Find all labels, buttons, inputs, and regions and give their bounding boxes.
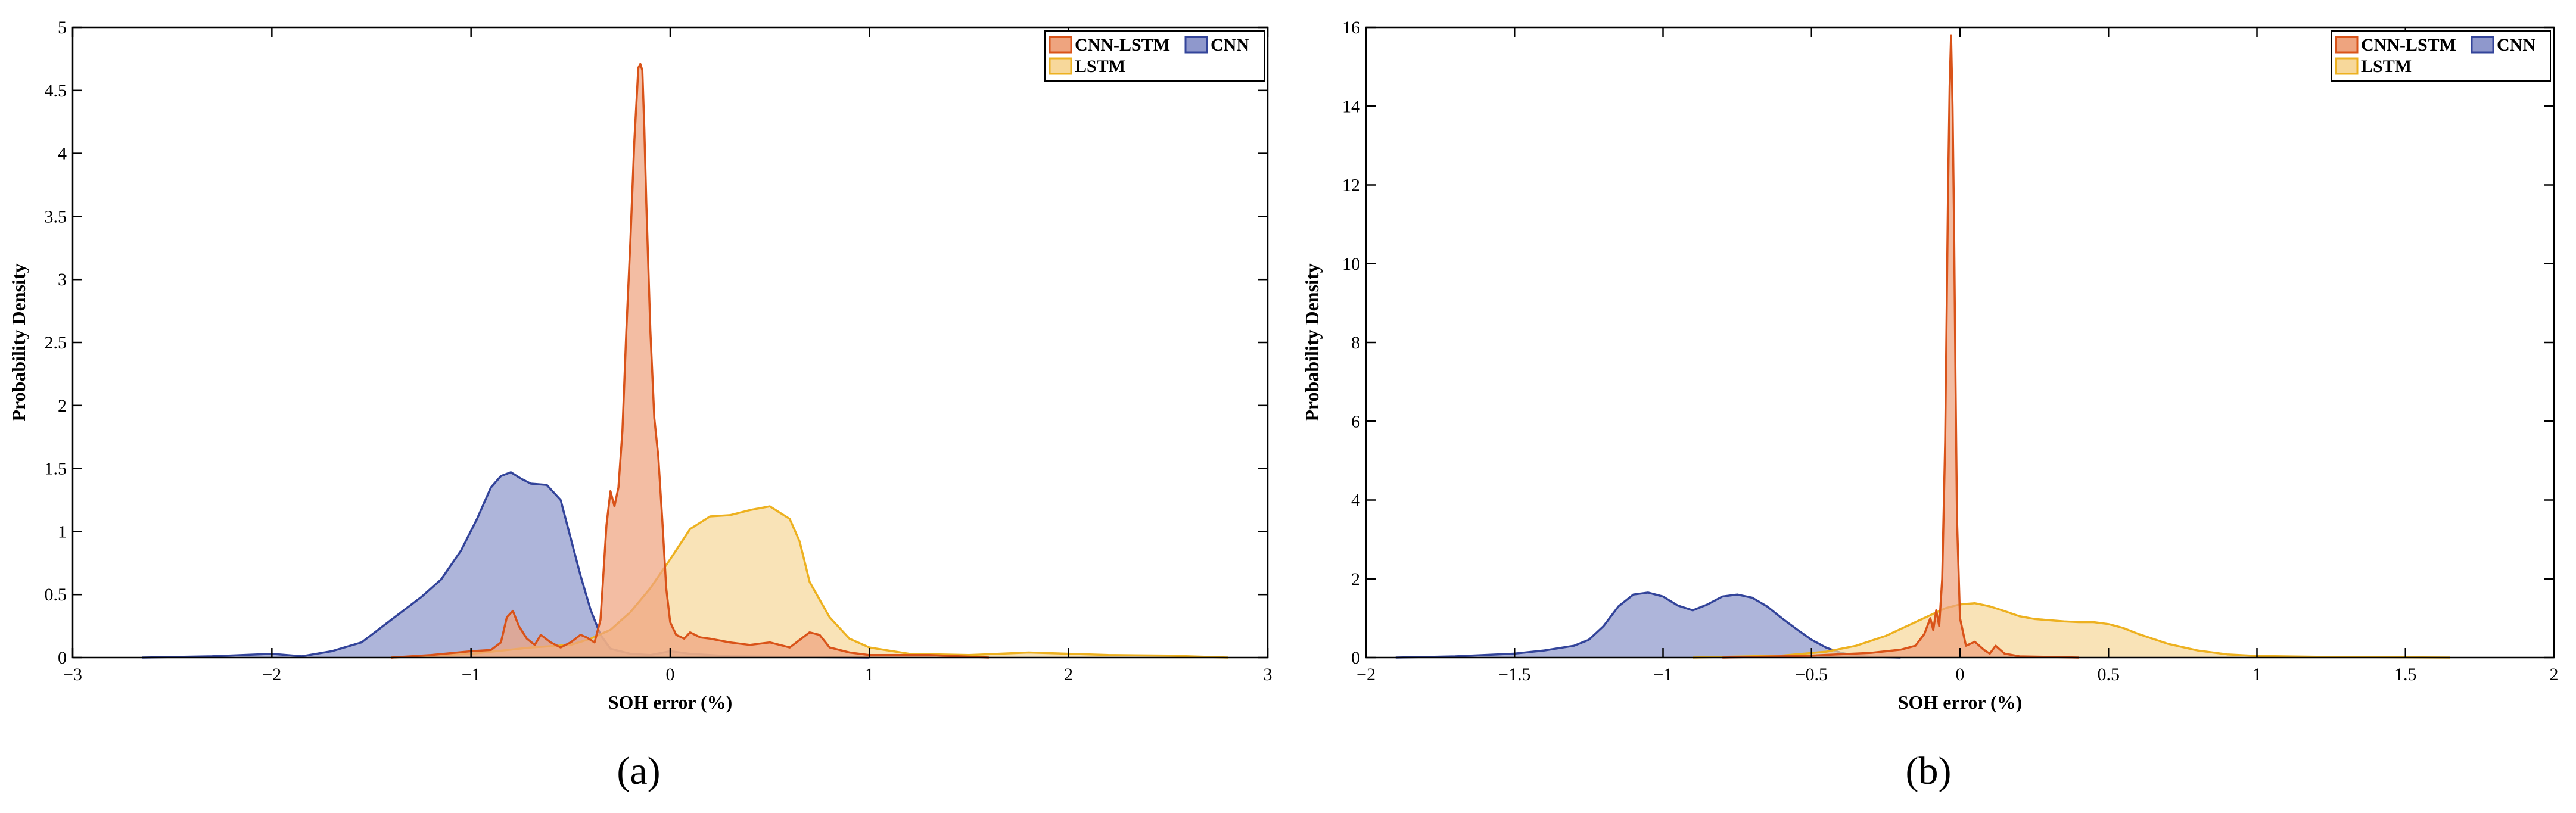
legend-label-cnn-lstm: CNN-LSTM [1075, 35, 1170, 55]
y-tick-label: 10 [1342, 254, 1360, 274]
panel-label: (b) [1906, 749, 1952, 793]
legend-label-cnn: CNN [1211, 35, 1249, 55]
plot-area [1366, 27, 2554, 658]
panel-a: −3 −2 −1 0 1 2 3 0 0.5 1 1.5 2 2.5 3 3.5 4 4.5 5 SOH error… [8, 18, 1273, 793]
x-tick-label: 0 [666, 665, 675, 684]
x-tick-label: −1 [462, 665, 481, 684]
y-tick-label: 2 [58, 396, 67, 416]
x-tick-label: −3 [63, 665, 82, 684]
plot-area [73, 27, 1268, 658]
y-tick-label: 0 [1351, 648, 1360, 668]
x-tick-label: −2 [262, 665, 281, 684]
legend-label-lstm: LSTM [2361, 57, 2412, 76]
y-tick-label: 3 [58, 270, 67, 289]
series-cnn-area [142, 472, 870, 658]
y-tick-label: 1.5 [45, 459, 67, 479]
x-tick-label: −2 [1357, 665, 1376, 684]
y-tick-label: 6 [1351, 412, 1360, 431]
x-tick-label: −1.5 [1498, 665, 1530, 684]
y-tick-label: 2.5 [45, 333, 67, 353]
legend-swatch-cnn [2471, 36, 2494, 54]
y-tick-label: 3.5 [45, 207, 67, 226]
y-tick-label: 16 [1342, 18, 1360, 38]
legend: CNN CNN-LSTM LSTM [2331, 30, 2551, 82]
series-cnn-lstm-line [391, 63, 989, 659]
y-tick-label: 5 [58, 18, 67, 38]
x-tick-label: 3 [1264, 665, 1273, 684]
legend-swatch-cnn [1184, 36, 1208, 54]
series-cnn-area [1395, 592, 1901, 658]
x-tick-label: 1 [2253, 665, 2261, 684]
y-tick-label: 1 [58, 522, 67, 541]
legend-label-cnn-lstm: CNN-LSTM [2361, 35, 2456, 55]
x-tick-label: −0.5 [1796, 665, 1828, 684]
series-lstm-line [391, 505, 1228, 659]
legend-label-cnn: CNN [2497, 35, 2535, 55]
legend-swatch-cnn-lstm [1049, 36, 1072, 54]
legend: CNN CNN-LSTM LSTM [1044, 30, 1265, 82]
legend-label-lstm: LSTM [1075, 57, 1125, 76]
x-axis-label: SOH error (%) [608, 691, 733, 713]
x-tick-label: 2 [1064, 665, 1073, 684]
y-tick-label: 4 [1351, 491, 1360, 510]
y-tick-label: 0.5 [45, 585, 67, 605]
series-lstm-line [1693, 602, 2450, 659]
y-tick-label: 4.5 [45, 81, 67, 101]
y-tick-label: 8 [1351, 333, 1360, 353]
x-tick-label: 0 [1956, 665, 1965, 684]
x-axis-label: SOH error (%) [1898, 691, 2023, 713]
x-tick-label: 2 [2550, 665, 2559, 684]
series-cnn-line [1395, 591, 1901, 659]
series-lstm-area [1693, 603, 2450, 658]
x-tick-label: 0.5 [2098, 665, 2120, 684]
panel-b: −2 −1.5 −1 −0.5 0 0.5 1 1.5 2 0 2 4 6 8 10 12 14 16 SOH er… [1301, 18, 2559, 793]
y-axis-label: Probability Density [1301, 263, 1323, 421]
y-tick-label: 4 [58, 144, 67, 164]
x-tick-label: 1.5 [2394, 665, 2417, 684]
y-tick-label: 2 [1351, 569, 1360, 589]
legend-swatch-lstm [2335, 57, 2359, 75]
x-tick-label: −1 [1654, 665, 1673, 684]
y-axis-label: Probability Density [8, 263, 29, 421]
y-tick-label: 12 [1342, 176, 1360, 195]
legend-swatch-lstm [1049, 57, 1072, 75]
series-cnn-lstm-line [1722, 34, 2079, 659]
y-tick-label: 14 [1342, 96, 1360, 116]
y-tick-label: 0 [58, 648, 67, 668]
legend-box [2331, 30, 2551, 82]
legend-swatch-cnn-lstm [2335, 36, 2359, 54]
x-tick-label: 1 [865, 665, 874, 684]
legend-box [1044, 30, 1265, 82]
panel-label: (a) [617, 749, 660, 793]
